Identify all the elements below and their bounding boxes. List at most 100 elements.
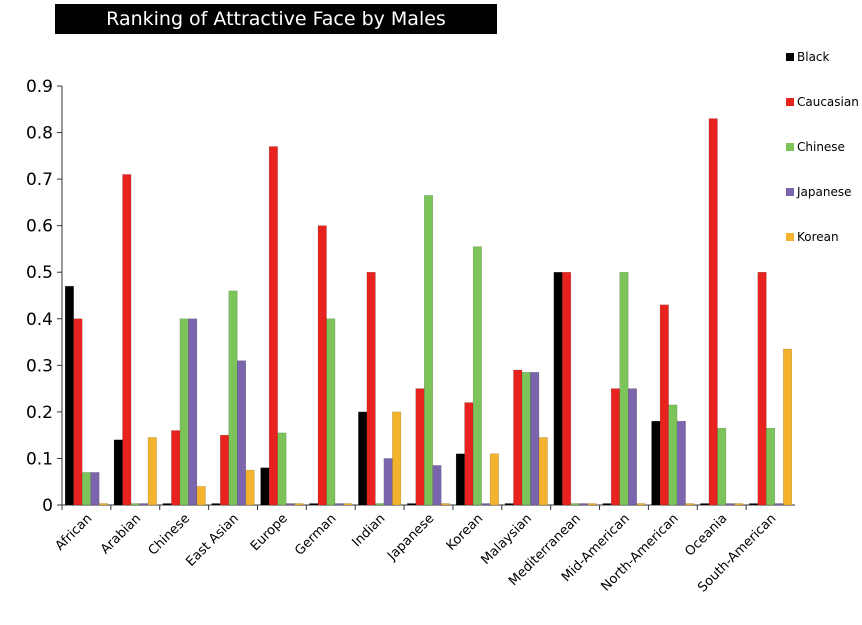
bar-chinese-europe [277, 432, 287, 506]
bar-korean-north-american [685, 503, 695, 506]
bar-black-arabian [113, 439, 123, 506]
legend: Black Caucasian Chinese Japanese Korean [786, 50, 859, 244]
bar-caucasian-korean [464, 402, 474, 506]
bar-japanese-korean [481, 503, 491, 506]
y-tick-label: 0.1 [26, 449, 53, 469]
bar-chinese-north-american [668, 404, 678, 506]
bar-black-mediterranean [553, 271, 563, 506]
bar-black-malaysian [504, 503, 514, 506]
bar-japanese-japanese [432, 465, 442, 506]
bar-black-korean [455, 453, 465, 506]
legend-label-chinese: Chinese [797, 140, 845, 154]
bar-chinese-chinese [179, 318, 189, 506]
bar-chinese-indian [375, 503, 385, 506]
bar-korean-african [98, 503, 108, 506]
bar-japanese-chinese [188, 318, 198, 506]
bar-japanese-oceania [725, 503, 735, 506]
bar-korean-europe [294, 503, 304, 506]
bar-chinese-malaysian [521, 372, 531, 506]
bar-caucasian-europe [268, 146, 278, 506]
bar-caucasian-north-american [659, 304, 669, 506]
y-tick-label: 0.4 [26, 310, 53, 330]
x-tick-label: Europe [248, 511, 291, 554]
bar-japanese-indian [383, 458, 393, 506]
legend-swatch-korean [786, 233, 794, 241]
bar-caucasian-arabian [122, 174, 132, 506]
bar-caucasian-mid-american [610, 388, 620, 506]
x-tick-label: Indian [349, 511, 388, 550]
bar-korean-mediterranean [587, 503, 597, 506]
bar-caucasian-mediterranean [562, 271, 572, 506]
x-tick-label: African [53, 511, 96, 554]
bar-chinese-east-asian [228, 290, 238, 506]
x-tick-label: Arabian [98, 511, 144, 557]
bar-japanese-north-american [676, 420, 686, 506]
bar-caucasian-south-american [757, 271, 767, 506]
bar-chinese-japanese [424, 195, 433, 506]
bar-korean-japanese [441, 503, 450, 506]
bar-chinese-oceania [717, 427, 727, 506]
y-tick-label: 0.2 [26, 403, 53, 423]
y-tick-label: 0 [42, 496, 53, 516]
bar-japanese-german [334, 503, 344, 506]
legend-swatch-caucasian [786, 98, 794, 106]
bar-black-east-asian [211, 503, 221, 506]
bar-caucasian-oceania [708, 118, 718, 506]
bar-korean-korean [489, 453, 499, 506]
bar-caucasian-east-asian [220, 434, 230, 506]
bar-black-europe [260, 467, 270, 506]
bar-korean-mid-american [636, 503, 646, 506]
legend-label-caucasian: Caucasian [797, 95, 859, 109]
bar-korean-german [343, 503, 353, 506]
bar-black-japanese [407, 503, 416, 506]
bar-japanese-east-asian [237, 360, 247, 506]
bar-chinese-korean [472, 246, 482, 506]
bar-black-oceania [700, 503, 710, 506]
bar-chinese-arabian [130, 503, 140, 506]
bar-korean-malaysian [538, 437, 548, 506]
bar-korean-east-asian [245, 469, 255, 506]
legend-label-japanese: Japanese [796, 185, 852, 199]
bar-japanese-malaysian [530, 372, 540, 506]
bar-korean-south-american [783, 348, 793, 506]
y-tick-label: 0.9 [26, 77, 53, 97]
bar-chinese-south-american [766, 427, 776, 506]
x-tick-label: Japanese [384, 511, 437, 564]
x-tick-label: Korean [444, 511, 486, 553]
bar-chinese-mid-american [619, 271, 629, 506]
bar-black-african [64, 285, 74, 506]
bar-chinese-german [326, 318, 336, 506]
bar-black-indian [358, 411, 368, 506]
x-tick-label: East Asian [183, 511, 241, 569]
bar-korean-oceania [734, 503, 744, 506]
bar-caucasian-chinese [171, 430, 181, 506]
y-tick-label: 0.8 [26, 124, 53, 144]
bar-korean-chinese [196, 486, 206, 506]
bar-japanese-arabian [139, 503, 149, 506]
legend-label-korean: Korean [797, 230, 839, 244]
bar-caucasian-african [73, 318, 83, 506]
x-tick-label: Chinese [146, 511, 193, 558]
x-tick-label: German [292, 511, 339, 558]
bar-japanese-african [90, 472, 100, 506]
chart-title: Ranking of Attractive Face by Males [55, 4, 497, 34]
bar-chinese-mediterranean [570, 503, 580, 506]
bar-caucasian-indian [366, 271, 376, 506]
legend-swatch-japanese [786, 188, 794, 196]
bar-korean-arabian [147, 437, 157, 506]
y-tick-label: 0.3 [26, 356, 53, 376]
legend-swatch-chinese [786, 143, 794, 151]
bar-black-chinese [162, 503, 172, 506]
bar-caucasian-malaysian [513, 369, 523, 506]
bars [64, 118, 793, 506]
x-tick-label: Oceania [682, 511, 730, 559]
bar-chinese-african [81, 472, 91, 506]
axes: 0 0.1 0.2 0.3 0.4 0.5 0.6 0.7 0.8 0.9 [26, 77, 795, 516]
bar-black-mid-american [602, 503, 612, 506]
bar-japanese-europe [285, 503, 295, 506]
bar-black-south-american [749, 503, 759, 506]
legend-label-black: Black [797, 50, 830, 64]
bar-korean-indian [392, 411, 402, 506]
